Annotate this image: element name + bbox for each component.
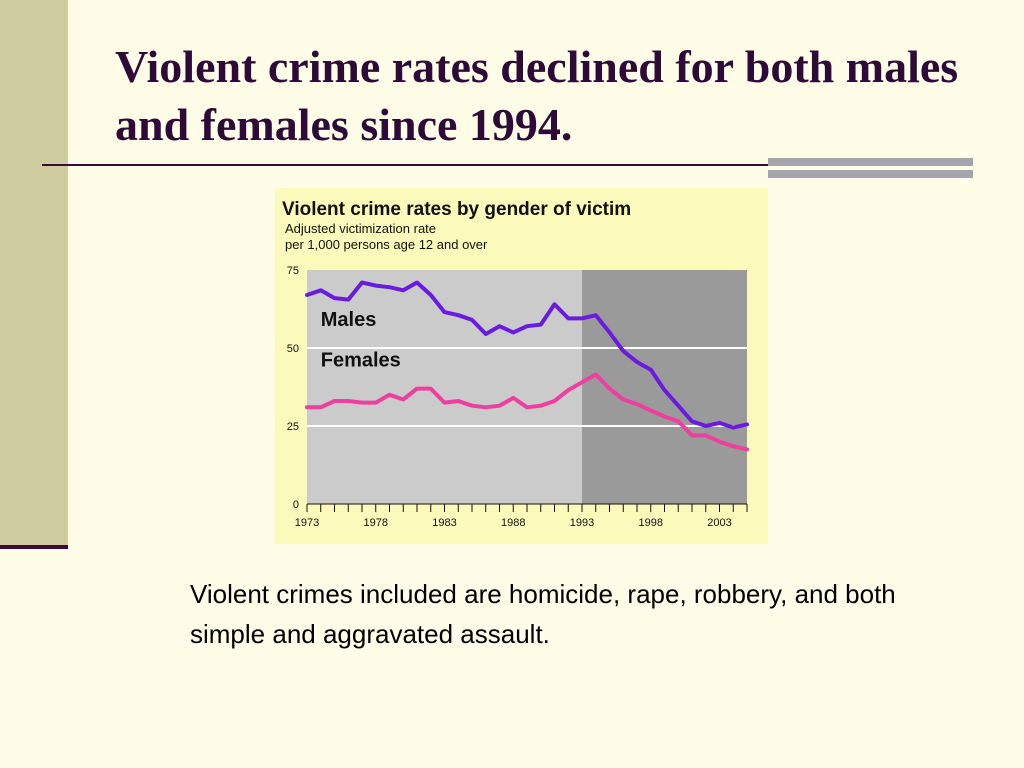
chart-subtitle-line-2: per 1,000 persons age 12 and over (285, 237, 488, 252)
series-label-females: Females (321, 350, 401, 372)
y-tick-label: 25 (287, 421, 299, 433)
title-divider-line (42, 164, 810, 166)
x-tick-label: 1993 (570, 517, 594, 529)
x-tick-label: 1998 (639, 517, 663, 529)
series-label-males: Males (321, 309, 377, 331)
chart-title: Violent crime rates by gender of victim (282, 199, 631, 220)
left-accent-bar-base (0, 545, 68, 549)
y-tick-label: 0 (293, 499, 299, 511)
plot-area: 0 25 50 75 1973 1978 1983 1988 1993 1998 2003 Males… (287, 265, 749, 529)
x-tick-label: 1978 (364, 517, 388, 529)
accent-bar-bottom (768, 170, 973, 178)
x-tick-label: 2003 (707, 517, 731, 529)
y-tick-label: 50 (287, 343, 299, 355)
accent-bar-top (768, 158, 973, 166)
slide-caption: Violent crimes included are homicide, ra… (190, 579, 896, 649)
y-tick-label: 75 (287, 265, 299, 277)
series-line-females (305, 372, 749, 452)
series-line-males (305, 280, 749, 430)
line-chart: Violent crime rates by gender of victim … (282, 199, 749, 529)
x-tick-label: 1988 (501, 517, 525, 529)
chart-figure: Violent crime rates by gender of victim … (275, 188, 768, 544)
slide-title: Violent crime rates declined for both ma… (115, 41, 959, 150)
x-tick-label: 1983 (432, 517, 456, 529)
x-tick-label: 1973 (295, 517, 319, 529)
left-accent-bar (0, 0, 68, 545)
chart-subtitle-line-1: Adjusted victimization rate (285, 221, 436, 236)
